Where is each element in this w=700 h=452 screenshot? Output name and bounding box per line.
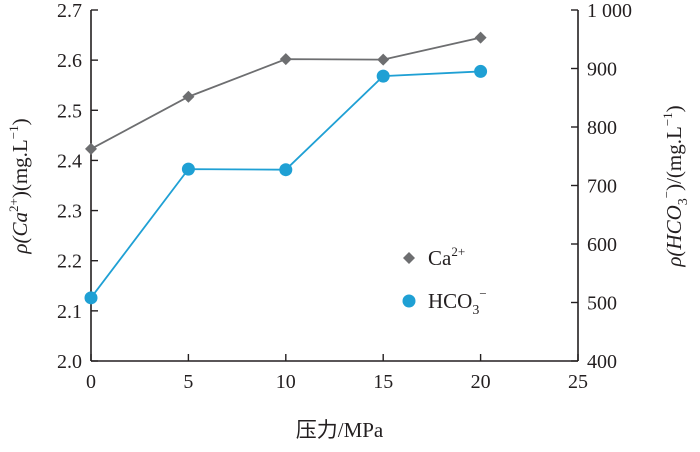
data-point bbox=[85, 142, 97, 155]
y-right-axis-title: ρ(HCO3−)/(mg.L−1) bbox=[659, 105, 691, 267]
x-tick-label: 15 bbox=[373, 371, 393, 393]
x-tick-label: 0 bbox=[86, 371, 96, 393]
y-right-tick-label: 600 bbox=[587, 234, 617, 256]
y-right-tick-label: 500 bbox=[587, 293, 617, 315]
y-left-axis-title: ρ(Ca2+)(mg.L−1) bbox=[6, 118, 32, 254]
legend: Ca2+ HCO3− bbox=[402, 244, 487, 318]
y-left-tick-label: 2.2 bbox=[57, 251, 82, 273]
y-left-tick-label: 2.7 bbox=[57, 0, 82, 22]
y-left-tick-label: 2.3 bbox=[57, 201, 82, 223]
axis-titles: 压力/MPa ρ(Ca2+)(mg.L−1) ρ(HCO3−)/(mg.L−1) bbox=[6, 105, 691, 442]
y-right-tick-label: 700 bbox=[587, 176, 617, 198]
ticks: 0 5 10 15 20 25 2.0 2.1 2.2 2.3 2.4 2.5 2.6 2.7 400 500… bbox=[57, 0, 632, 393]
data-point bbox=[377, 53, 390, 66]
data-point bbox=[279, 53, 292, 66]
y-left-tick-label: 2.5 bbox=[57, 100, 82, 122]
legend-marker bbox=[402, 294, 416, 308]
y-right-tick-label: 900 bbox=[587, 59, 617, 81]
series-layer bbox=[84, 31, 488, 305]
data-point bbox=[182, 90, 195, 103]
data-point bbox=[376, 69, 390, 83]
y-left-tick-label: 2.6 bbox=[57, 50, 82, 72]
data-point bbox=[474, 31, 487, 44]
y-left-tick-label: 2.0 bbox=[57, 351, 82, 373]
legend-label: Ca2+ bbox=[428, 244, 465, 270]
y-left-tick-label: 2.4 bbox=[57, 150, 82, 172]
series-hco3 bbox=[84, 64, 488, 305]
y-right-tick-label: 800 bbox=[587, 117, 617, 139]
y-right-tick-label: 400 bbox=[587, 351, 617, 373]
x-tick-label: 5 bbox=[183, 371, 193, 393]
data-point bbox=[84, 291, 98, 305]
series-line bbox=[90, 70, 481, 299]
data-point bbox=[279, 163, 293, 177]
x-tick-label: 20 bbox=[471, 371, 491, 393]
y-right-tick-label: 1 000 bbox=[587, 0, 632, 22]
y-left-tick-label: 2.1 bbox=[57, 301, 82, 323]
data-point bbox=[181, 162, 195, 176]
legend-label: HCO3− bbox=[428, 286, 487, 318]
data-point bbox=[474, 64, 488, 78]
x-tick-label: 10 bbox=[276, 371, 296, 393]
x-tick-label: 25 bbox=[568, 371, 588, 393]
legend-marker bbox=[403, 252, 415, 264]
x-axis-title: 压力/MPa bbox=[296, 418, 384, 442]
series-ca bbox=[85, 31, 487, 155]
axes bbox=[90, 10, 579, 362]
